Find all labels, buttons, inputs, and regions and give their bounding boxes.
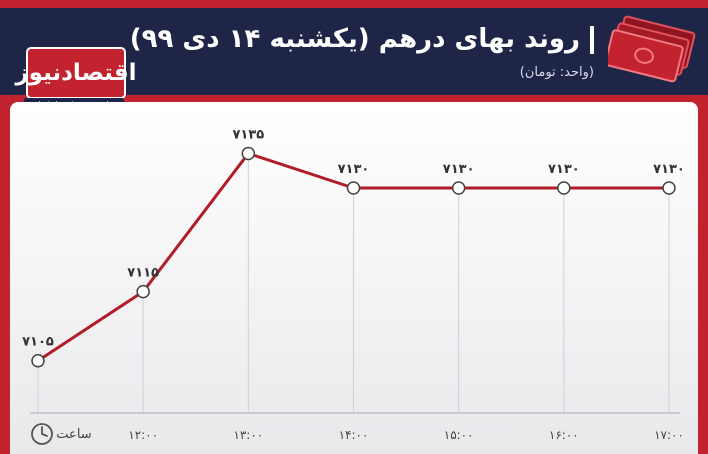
clock-icon [31,423,53,445]
brand-logo: اقتصادنیوز [15,47,137,99]
line-chart: ۷۱۰۵ ۷۱۱۵ ۷۱۳۵ ۷۱۳۰ ۷۱۳۰ ۷۱۳۰ ۷۱۳۰ ۱۲:۰۰ ۱۳:۰۰ ۱۴… [22,127,685,445]
x-tick-label: ۱۴:۰۰ [339,428,369,442]
data-point [241,146,256,161]
x-axis-label: ساعت [56,427,91,442]
data-point [346,181,361,195]
x-tick-label: ۱۳:۰۰ [233,428,263,442]
data-point [31,353,45,368]
chart-panel: ۷۱۰۵ ۷۱۱۵ ۷۱۳۵ ۷۱۳۰ ۷۱۳۰ ۷۱۳۰ ۷۱۳۰ ۱۲:۰۰ ۱۳:۰۰ ۱۴… [10,102,698,454]
x-tick-label: ۱۲:۰۰ [128,428,158,442]
data-label: ۷۱۳۰ [653,162,685,177]
data-label: ۷۱۰۵ [22,335,54,350]
data-point [136,284,150,299]
data-label: ۷۱۳۰ [443,162,475,177]
data-point [451,181,466,195]
chart-title: روند بهای درهم (یکشنبه ۱۴ دی ۹۹) [130,24,594,54]
data-label: ۷۱۳۵ [232,127,264,142]
title-divider [590,25,594,54]
clock-hands [41,426,48,437]
data-point [557,181,571,195]
data-label: ۷۱۳۰ [338,162,370,177]
top-accent-strip [0,0,708,8]
chart-title-text: روند بهای درهم (یکشنبه ۱۴ دی ۹۹) [129,24,580,54]
x-tick-label: ۱۵:۰۰ [444,428,474,442]
x-tick-label: ۱۷:۰۰ [654,428,684,442]
data-label: ۷۱۳۰ [548,162,580,177]
header-bar: روند بهای درهم (یکشنبه ۱۴ دی ۹۹) (واحد: … [0,0,708,112]
data-point [662,181,676,195]
banknotes-icon [608,15,696,83]
x-tick-label: ۱۶:۰۰ [549,428,579,442]
unit-label: (واحد: تومان) [519,65,594,80]
data-label: ۷۱۱۵ [127,266,159,281]
